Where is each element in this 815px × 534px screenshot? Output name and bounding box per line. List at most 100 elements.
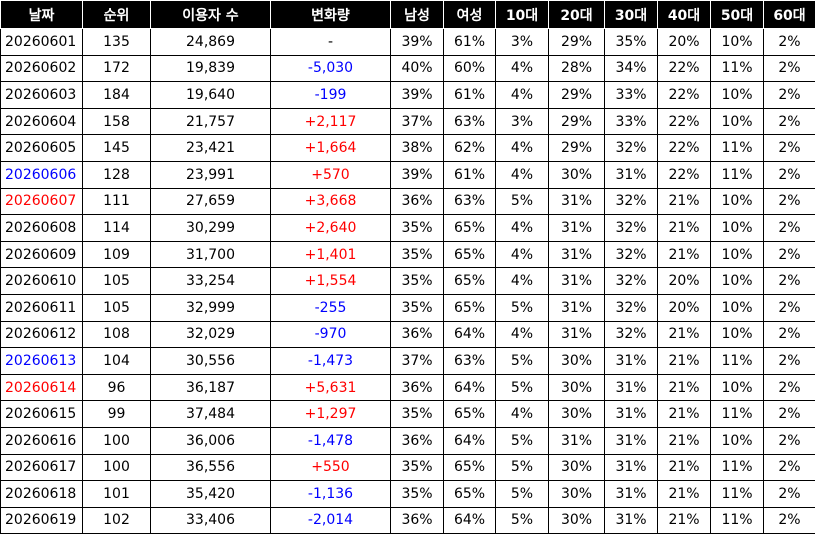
table-cell: +5,631 <box>270 373 391 402</box>
table-cell: 11% <box>710 160 764 189</box>
table-cell: 4% <box>495 54 549 83</box>
table-cell: 2% <box>763 107 815 136</box>
table-cell: 11% <box>710 453 764 482</box>
table-cell: -255 <box>270 293 391 322</box>
table-cell: 32,029 <box>150 320 271 349</box>
table-cell: +1,664 <box>270 134 391 162</box>
table-cell: 99 <box>82 400 151 428</box>
table-cell: 4% <box>495 267 549 295</box>
table-cell: 35% <box>390 400 444 428</box>
table-cell: 65% <box>443 240 496 269</box>
table-cell: 33% <box>604 107 658 136</box>
table-cell: 39% <box>390 160 444 189</box>
table-cell: 2% <box>763 187 815 216</box>
table-cell: 20% <box>657 293 711 322</box>
table-cell: 31% <box>548 293 605 322</box>
table-cell: 4% <box>495 320 549 349</box>
table-cell: +2,640 <box>270 214 391 242</box>
table-cell: 65% <box>443 400 496 428</box>
date-cell: 20260608 <box>0 214 83 242</box>
table-cell: 31% <box>604 373 658 402</box>
table-cell: 10% <box>710 320 764 349</box>
table-cell: +550 <box>270 453 391 482</box>
table-cell: 109 <box>82 240 151 269</box>
table-cell: 21,757 <box>150 107 271 136</box>
column-header: 날짜 <box>0 0 83 29</box>
table-cell: - <box>270 28 391 56</box>
date-cell: 20260606 <box>0 160 83 189</box>
column-header: 10대 <box>495 0 549 29</box>
table-cell: 36% <box>390 187 444 216</box>
table-cell: 35% <box>390 293 444 322</box>
table-cell: +570 <box>270 160 391 189</box>
table-cell: 29% <box>548 81 605 109</box>
table-cell: 11% <box>710 400 764 428</box>
table-cell: 32% <box>604 134 658 162</box>
table-cell: 31% <box>604 453 658 482</box>
table-cell: 4% <box>495 240 549 269</box>
table-cell: +1,401 <box>270 240 391 269</box>
table-cell: 63% <box>443 107 496 136</box>
table-cell: -1,473 <box>270 347 391 375</box>
table-cell: 5% <box>495 426 549 455</box>
table-cell: 2% <box>763 28 815 56</box>
table-cell: 31% <box>604 426 658 455</box>
table-cell: 61% <box>443 160 496 189</box>
date-cell: 20260615 <box>0 400 83 428</box>
column-header: 여성 <box>443 0 496 29</box>
table-cell: 29% <box>548 28 605 56</box>
table-cell: 64% <box>443 320 496 349</box>
table-cell: 2% <box>763 160 815 189</box>
table-cell: 145 <box>82 134 151 162</box>
date-cell: 20260609 <box>0 240 83 269</box>
table-cell: 30% <box>548 480 605 508</box>
table-cell: 10% <box>710 28 764 56</box>
table-cell: 22% <box>657 81 711 109</box>
date-cell: 20260611 <box>0 293 83 322</box>
table-cell: 21% <box>657 506 711 534</box>
table-cell: 11% <box>710 134 764 162</box>
table-cell: 32,999 <box>150 293 271 322</box>
table-cell: 35% <box>390 480 444 508</box>
column-header: 변화량 <box>270 0 391 29</box>
table-cell: 21% <box>657 400 711 428</box>
table-cell: 21% <box>657 320 711 349</box>
column-header: 50대 <box>710 0 764 29</box>
table-cell: 172 <box>82 54 151 83</box>
table-cell: 31% <box>604 506 658 534</box>
table-cell: 20% <box>657 267 711 295</box>
table-cell: 2% <box>763 293 815 322</box>
table-cell: 31% <box>604 400 658 428</box>
table-cell: 31% <box>604 347 658 375</box>
table-cell: 2% <box>763 347 815 375</box>
table-cell: 36,187 <box>150 373 271 402</box>
table-cell: 23,421 <box>150 134 271 162</box>
table-cell: 2% <box>763 81 815 109</box>
table-cell: 3% <box>495 107 549 136</box>
column-header: 60대 <box>763 0 815 29</box>
table-cell: 10% <box>710 293 764 322</box>
table-cell: 22% <box>657 107 711 136</box>
table-cell: 2% <box>763 453 815 482</box>
column-header: 이용자 수 <box>150 0 271 29</box>
table-cell: +3,668 <box>270 187 391 216</box>
table-cell: 31% <box>548 267 605 295</box>
table-cell: 39% <box>390 28 444 56</box>
table-row: 20260610 105 33,254 +1,554 35% 65% 4% 31% 32% 20%… <box>0 267 815 295</box>
table-cell: 19,640 <box>150 81 271 109</box>
table-cell: +1,297 <box>270 400 391 428</box>
table-cell: +1,554 <box>270 267 391 295</box>
table-row: 20260615 99 37,484 +1,297 35% 65% 4% 30% 31% 21% 1… <box>0 400 815 428</box>
table-cell: 10% <box>710 267 764 295</box>
date-cell: 20260613 <box>0 347 83 375</box>
table-cell: 5% <box>495 187 549 216</box>
table-cell: 35,420 <box>150 480 271 508</box>
table-cell: 32% <box>604 320 658 349</box>
table-cell: 36% <box>390 426 444 455</box>
table-row: 20260616 100 36,006 -1,478 36% 64% 5% 31% 31% 21%… <box>0 426 815 455</box>
table-cell: 29% <box>548 134 605 162</box>
table-cell: 35% <box>390 240 444 269</box>
table-cell: 184 <box>82 81 151 109</box>
date-cell: 20260602 <box>0 54 83 83</box>
